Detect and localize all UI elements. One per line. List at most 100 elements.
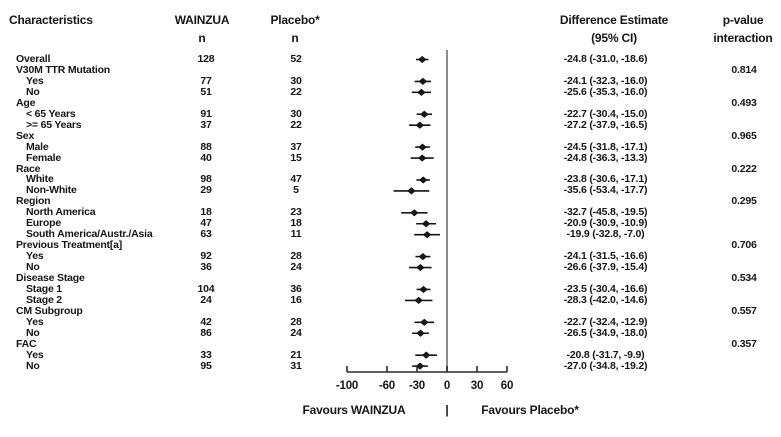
subgroup-header-row: Previous Treatment[a] 0.706	[0, 240, 781, 251]
placebo-n-value: 30	[290, 107, 302, 120]
x-axis-tick-label: 30	[471, 380, 483, 392]
col-header-difference-estimate: Difference Estimate	[559, 13, 669, 27]
characteristic-label: < 65 Years	[26, 107, 76, 120]
wainzua-n-value: 36	[200, 261, 212, 274]
wainzua-n-value: 95	[200, 359, 212, 372]
placebo-n-value: 21	[290, 348, 302, 361]
subgroup-header-row: Region 0.295	[0, 196, 781, 207]
subgroup-data-row: Europe 47 18 -20.9 (-30.9, -10.9)	[0, 218, 781, 229]
pvalue-interaction-value: 0.295	[731, 195, 757, 208]
wainzua-n-value: 33	[200, 348, 212, 361]
characteristic-label: Region	[16, 195, 51, 208]
subgroup-data-row: White 98 47 -23.8 (-30.6, -17.1)	[0, 174, 781, 185]
placebo-n-value: 23	[290, 206, 302, 219]
placebo-n-value: 24	[290, 326, 302, 339]
favours-divider: |	[445, 403, 449, 417]
wainzua-n-value: 63	[200, 228, 212, 241]
pvalue-interaction-value: 0.222	[731, 162, 757, 175]
difference-estimate-value: -26.6 (-37.9, -15.4)	[563, 261, 648, 274]
col-header-wainzua: WAINZUA	[174, 13, 230, 27]
characteristic-label: North America	[26, 206, 96, 219]
wainzua-n-value: 92	[200, 250, 212, 263]
wainzua-n-value: 51	[200, 85, 212, 98]
characteristic-label: South America/Austr./Asia	[26, 228, 153, 241]
placebo-n-value: 5	[293, 184, 299, 197]
characteristic-label: >= 65 Years	[26, 118, 82, 131]
characteristic-label: Yes	[26, 250, 44, 263]
wainzua-n-value: 37	[200, 118, 212, 131]
pvalue-interaction-value: 0.557	[731, 304, 757, 317]
placebo-n-value: 11	[290, 228, 302, 241]
characteristic-label: Female	[26, 151, 61, 164]
difference-estimate-value: -26.5 (-34.9, -18.0)	[563, 326, 648, 339]
placebo-n-value: 28	[290, 315, 302, 328]
subgroup-data-row: Male 88 37 -24.5 (-31.8, -17.1)	[0, 140, 781, 153]
wainzua-n-value: 47	[200, 217, 212, 230]
placebo-n-value: 37	[290, 140, 302, 153]
subgroup-data-row: No 51 22 -25.6 (-35.3, -16.0)	[0, 85, 781, 98]
characteristic-label: CM Subgroup	[16, 304, 83, 317]
placebo-n-value: 52	[290, 53, 302, 65]
favours-wainzua-label: Favours WAINZUA	[302, 403, 406, 417]
subgroup-header-row: FAC 0.357	[0, 338, 781, 350]
wainzua-n-value: 24	[200, 293, 212, 306]
difference-estimate-value: -35.6 (-53.4, -17.7)	[563, 184, 648, 197]
characteristic-label: Stage 1	[26, 282, 62, 295]
subgroup-header-row: V30M TTR Mutation 0.814	[0, 64, 781, 76]
difference-estimate-value: -24.8 (-36.3, -13.3)	[563, 151, 648, 164]
characteristic-label: Sex	[16, 129, 35, 142]
col-header-placebo-n: n	[291, 31, 299, 45]
placebo-n-value: 36	[290, 282, 302, 295]
characteristic-label: No	[26, 85, 40, 98]
subgroup-data-row: Yes 92 28 -24.1 (-31.5, -16.6)	[0, 251, 781, 262]
col-header-interaction: interaction	[713, 31, 773, 45]
subgroup-data-row: < 65 Years 91 30 -22.7 (-30.4, -15.0)	[0, 107, 781, 120]
difference-estimate-value: -25.6 (-35.3, -16.0)	[563, 85, 648, 98]
wainzua-n-value: 29	[200, 184, 212, 197]
characteristic-label: Yes	[26, 74, 44, 87]
x-axis-tick-label: -60	[379, 380, 395, 392]
placebo-n-value: 18	[290, 217, 302, 230]
wainzua-n-value: 98	[200, 173, 212, 186]
x-axis-tick-label: -100	[336, 380, 358, 392]
characteristic-label: Overall	[16, 53, 51, 65]
difference-estimate-value: -28.3 (-42.0, -14.6)	[563, 293, 648, 306]
col-header-wainzua-n: n	[198, 31, 206, 45]
subgroup-data-row: Overall 128 52 -24.8 (-31.0, -18.6)	[0, 54, 781, 65]
difference-estimate-value: -27.0 (-34.8, -19.2)	[563, 359, 648, 372]
col-header-pvalue: p-value	[722, 13, 764, 27]
subgroup-data-row: No 95 31 -27.0 (-34.8, -19.2)	[0, 359, 781, 372]
characteristic-label: Previous Treatment[a]	[16, 239, 123, 252]
subgroup-header-row: Disease Stage 0.534	[0, 273, 781, 284]
pvalue-interaction-value: 0.706	[731, 239, 757, 252]
subgroup-data-row: No 86 24 -26.5 (-34.9, -18.0)	[0, 326, 781, 339]
characteristic-label: Race	[16, 162, 41, 175]
difference-estimate-value: -23.5 (-30.4, -16.6)	[563, 282, 648, 295]
difference-estimate-value: -24.5 (-31.8, -17.1)	[563, 140, 648, 153]
difference-estimate-value: -22.7 (-30.4, -15.0)	[563, 107, 648, 120]
pvalue-interaction-value: 0.965	[731, 129, 757, 142]
subgroup-header-row: Sex 0.965	[0, 129, 781, 142]
placebo-n-value: 28	[290, 250, 302, 263]
characteristic-label: No	[26, 359, 40, 372]
characteristic-label: No	[26, 261, 40, 274]
wainzua-n-value: 88	[200, 140, 212, 153]
difference-estimate-value: -20.8 (-31.7, -9.9)	[566, 348, 645, 361]
subgroup-data-row: South America/Austr./Asia 63 11 -19.9 (-32.…	[0, 229, 781, 240]
placebo-n-value: 30	[290, 74, 302, 87]
subgroup-header-row: CM Subgroup 0.557	[0, 304, 781, 317]
difference-estimate-value: -24.1 (-32.3, -16.0)	[563, 74, 648, 87]
wainzua-n-value: 40	[200, 151, 212, 164]
x-axis-tick-label: -30	[409, 380, 425, 392]
subgroup-data-row: Female 40 15 -24.8 (-36.3, -13.3)	[0, 151, 781, 164]
subgroup-header-row: Age 0.493	[0, 97, 781, 109]
difference-estimate-value: -19.9 (-32.8, -7.0)	[566, 228, 645, 241]
characteristic-label: Yes	[26, 348, 44, 361]
difference-estimate-value: -22.7 (-32.4, -12.9)	[563, 315, 648, 328]
difference-estimate-value: -24.8 (-31.0, -18.6)	[563, 53, 648, 65]
subgroup-data-row: North America 18 23 -32.7 (-45.8, -19.5)	[0, 207, 781, 218]
subgroup-data-row: Stage 2 24 16 -28.3 (-42.0, -14.6)	[0, 293, 781, 306]
placebo-n-value: 22	[290, 85, 302, 98]
wainzua-n-value: 18	[200, 206, 212, 219]
